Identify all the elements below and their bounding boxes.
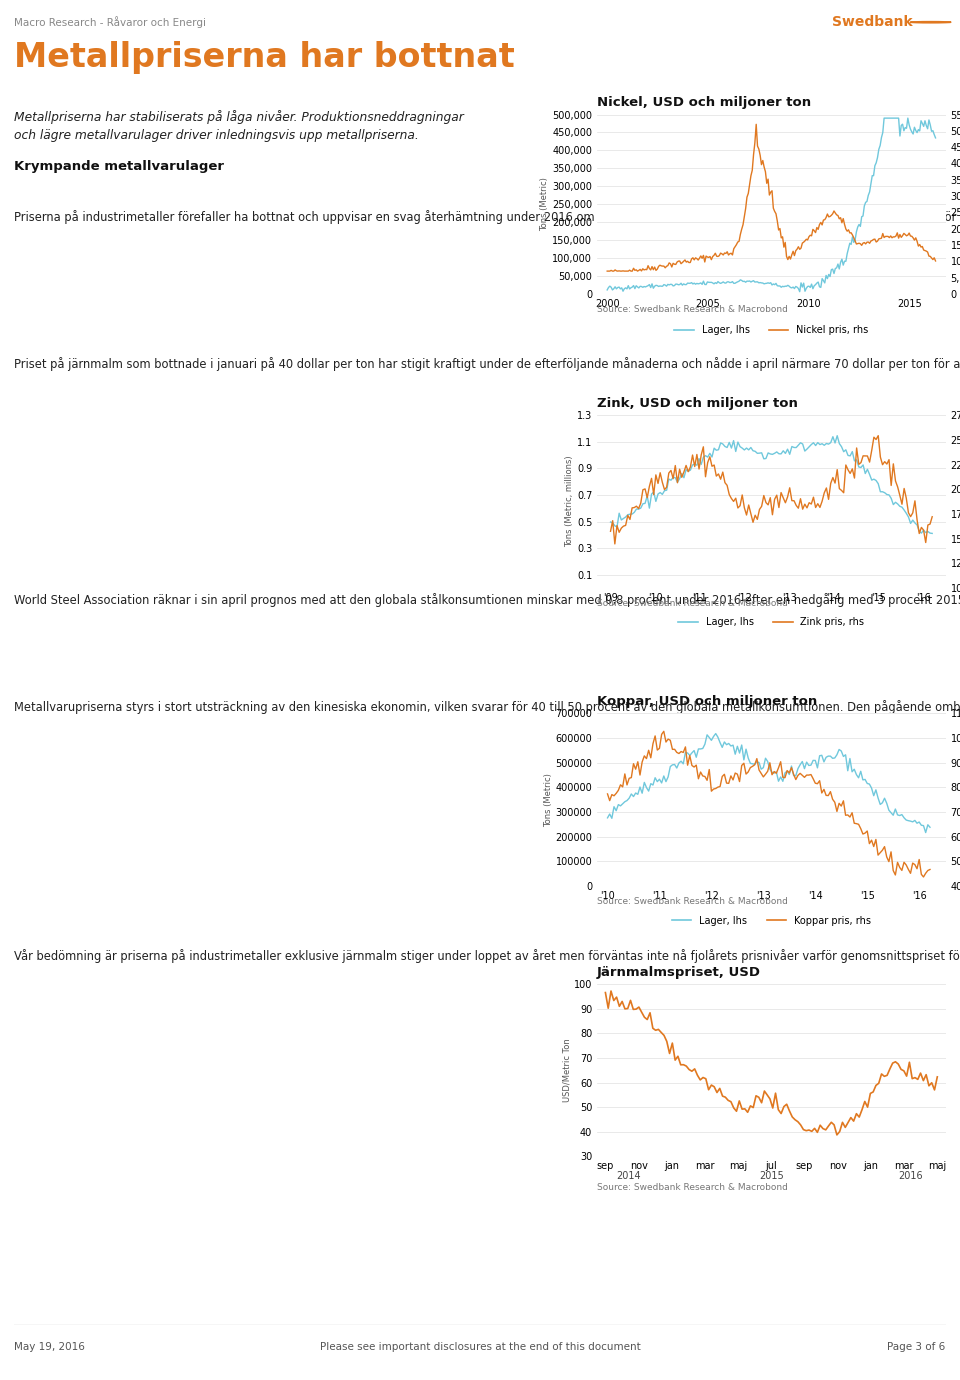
- Y-axis label: Tons (Metric): Tons (Metric): [540, 177, 549, 232]
- Text: Metallpriserna har stabiliserats på låga nivåer. Produktionsneddragningar
och lä: Metallpriserna har stabiliserats på låga…: [14, 110, 464, 142]
- Text: Järnmalmspriset, USD: Järnmalmspriset, USD: [597, 966, 761, 978]
- Y-axis label: Tons (Metric, millions): Tons (Metric, millions): [565, 455, 574, 548]
- Y-axis label: USD/Metric Ton: USD/Metric Ton: [563, 1038, 571, 1103]
- Text: World Steel Association räknar i sin april prognos med att den globala stålkonsu: World Steel Association räknar i sin apr…: [14, 593, 960, 607]
- Text: Swedbank: Swedbank: [832, 15, 913, 29]
- Legend: Lager, lhs, Koppar pris, rhs: Lager, lhs, Koppar pris, rhs: [668, 912, 875, 929]
- Text: Source: Swedbank Research & Macrobond: Source: Swedbank Research & Macrobond: [597, 897, 788, 905]
- Text: Koppar, USD och miljoner ton: Koppar, USD och miljoner ton: [597, 696, 817, 708]
- Text: May 19, 2016: May 19, 2016: [14, 1341, 85, 1352]
- Text: Nickel, USD och miljoner ton: Nickel, USD och miljoner ton: [597, 97, 811, 109]
- Text: Krympande metallvarulager: Krympande metallvarulager: [14, 160, 225, 172]
- Legend: Lager, lhs, Nickel pris, rhs: Lager, lhs, Nickel pris, rhs: [670, 322, 873, 339]
- Text: Zink, USD och miljoner ton: Zink, USD och miljoner ton: [597, 397, 798, 410]
- Text: 2015: 2015: [759, 1170, 783, 1180]
- Text: Metallvarupriserna styrs i stort utsträckning av den kinesiska ekonomin, vilken : Metallvarupriserna styrs i stort utsträc…: [14, 700, 960, 713]
- Y-axis label: Tons (Metric): Tons (Metric): [543, 773, 553, 827]
- Text: Source: Swedbank Research & Macrobond: Source: Swedbank Research & Macrobond: [597, 1183, 788, 1191]
- Text: 2014: 2014: [616, 1170, 640, 1180]
- Text: Metallpriserna har bottnat: Metallpriserna har bottnat: [14, 41, 516, 75]
- Text: Macro Research - Råvaror och Energi: Macro Research - Råvaror och Energi: [14, 17, 206, 28]
- Text: Source: Swedbank Research & Macrobond: Source: Swedbank Research & Macrobond: [597, 599, 788, 607]
- Text: Vår bedömning är priserna på industrimetaller exklusive järnmalm stiger under lo: Vår bedömning är priserna på industrimet…: [14, 949, 960, 963]
- Text: Priset på järnmalm som bottnade i januari på 40 dollar per ton har stigit krafti: Priset på järnmalm som bottnade i januar…: [14, 357, 960, 371]
- Legend: Lager, lhs, Zink pris, rhs: Lager, lhs, Zink pris, rhs: [675, 614, 868, 631]
- Text: Source: Swedbank Research & Macrobond: Source: Swedbank Research & Macrobond: [597, 305, 788, 313]
- Text: Priserna på industrimetaller förefaller ha bottnat och uppvisar en svag återhämt: Priserna på industrimetaller förefaller …: [14, 210, 960, 224]
- Text: 2016: 2016: [899, 1170, 924, 1180]
- Text: Page 3 of 6: Page 3 of 6: [887, 1341, 946, 1352]
- Text: Please see important disclosures at the end of this document: Please see important disclosures at the …: [320, 1341, 640, 1352]
